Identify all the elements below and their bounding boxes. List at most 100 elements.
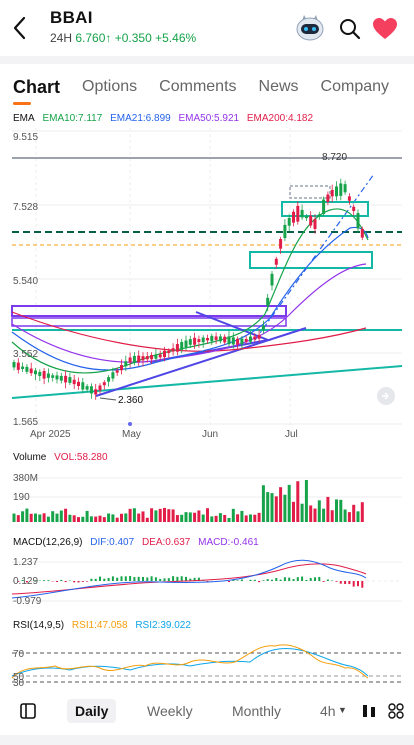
macd-bar [64, 581, 67, 583]
channel-line [254, 173, 375, 341]
macd-bar [326, 579, 329, 581]
macd-chart[interactable]: 1.237 0.129 -0.979 [0, 552, 414, 608]
macd-bar [339, 581, 342, 584]
period-monthly[interactable]: Monthly [232, 703, 282, 719]
macd-bar [47, 580, 50, 581]
macd-bar [275, 578, 278, 581]
macd-bar [258, 581, 261, 583]
tab-company[interactable]: Company [320, 78, 390, 95]
macd-bar [249, 579, 252, 581]
event-dot [128, 422, 132, 426]
heart-icon[interactable] [372, 17, 398, 41]
period-weekly[interactable]: Weekly [147, 703, 193, 719]
volume-legend[interactable]: Volume VOL:58.280 [13, 452, 113, 463]
macd-bar [288, 577, 291, 581]
volume-tick-1: 380M [13, 473, 38, 484]
macd-bar [197, 577, 200, 581]
volume-bar [12, 513, 16, 522]
macd-bar [154, 577, 157, 581]
tab-options[interactable]: Options [82, 78, 138, 95]
ema-legend[interactable]: EMA EMA10:7.117 EMA21:6.899 EMA50:5.921 … [13, 113, 318, 124]
volume-bar [292, 501, 295, 522]
macd-bar [361, 581, 364, 588]
macd-value: MACD:-0.461 [198, 537, 259, 548]
macd-bar [163, 578, 166, 581]
macd-bar [318, 576, 321, 581]
volume-bar [107, 513, 111, 522]
macd-bar [133, 577, 136, 581]
volume-bar [283, 494, 287, 522]
period-daily[interactable]: Daily [67, 699, 117, 723]
macd-bar [129, 576, 132, 581]
period-4h[interactable]: 4h [320, 703, 336, 719]
x-tick-may: May [122, 429, 141, 440]
volume-bar [274, 496, 278, 522]
volume-bar [141, 511, 145, 522]
volume-bar [257, 512, 261, 522]
macd-bar [176, 576, 179, 581]
high-label: 8.720 [322, 152, 347, 163]
macd-bar [172, 576, 175, 581]
rsi-legend[interactable]: RSI(14,9,5) RSI1:47.058 RSI2:39.022 [13, 620, 196, 631]
volume-bar [287, 484, 291, 522]
back-arrow-icon[interactable] [8, 14, 32, 42]
dropdown-caret-icon[interactable]: ▼ [338, 705, 347, 715]
rsi1-line [11, 644, 369, 679]
macd-bar [159, 578, 162, 581]
rsi-tick-1: 70 [13, 649, 25, 660]
macd-bar [180, 576, 183, 581]
volume-bar [343, 509, 347, 522]
volume-bar [111, 514, 115, 522]
macd-bar [283, 577, 286, 581]
volume-bar [72, 515, 76, 522]
price-chart[interactable]: 9.515 7.528 5.540 3.552 1.565 Apr 2025 M… [0, 128, 414, 444]
change-value: +0.350 [114, 31, 152, 45]
robot-assistant-icon[interactable] [292, 13, 328, 43]
grid-icon[interactable] [388, 703, 404, 719]
tab-news[interactable]: News [258, 78, 299, 95]
macd-bar [73, 581, 76, 583]
volume-chart[interactable]: 380M 190 [0, 466, 414, 526]
volume-bar [124, 513, 128, 522]
macd-bar [60, 579, 63, 581]
candlestick-type-icon[interactable] [362, 703, 376, 719]
macd-bar [94, 578, 97, 581]
search-icon[interactable] [338, 17, 362, 41]
low-marker-line [99, 397, 117, 401]
session-label: 24H [50, 31, 73, 45]
macd-bar [296, 577, 299, 581]
volume-bar [38, 514, 42, 522]
y-tick-3: 5.540 [13, 276, 38, 287]
volume-bar [206, 508, 209, 522]
volume-bar [266, 492, 270, 522]
header-separator [0, 56, 414, 64]
volume-bar [339, 499, 343, 522]
macd-bar [322, 581, 325, 582]
volume-bar [163, 507, 166, 522]
ema21-line [11, 226, 369, 371]
macd-dea-line [11, 563, 367, 595]
volume-bar [29, 513, 33, 522]
macd-tick-3: -0.979 [13, 596, 42, 607]
macd-legend[interactable]: MACD(12,26,9) DIF:0.407 DEA:0.637 MACD:-… [13, 537, 264, 548]
scroll-button[interactable] [377, 387, 395, 405]
volume-bar [356, 511, 360, 522]
macd-bar [150, 576, 153, 581]
macd-bar [21, 579, 24, 581]
macd-bar [262, 580, 265, 581]
tab-chart[interactable]: Chart [13, 76, 61, 105]
volume-bar [244, 515, 248, 522]
rsi-chart[interactable]: 70 50 30 [0, 636, 414, 688]
volume-bar [330, 510, 334, 522]
macd-bar [116, 577, 119, 581]
volume-bar [167, 509, 171, 522]
volume-bar [210, 516, 214, 522]
volume-bar [16, 515, 20, 522]
header: BBAI 24H 6.760↑ +0.350 +5.46% [0, 0, 414, 56]
macd-bar [314, 577, 316, 581]
layout-panel-icon[interactable] [20, 703, 36, 719]
ema10-value: EMA10:7.117 [42, 113, 103, 124]
tab-comments[interactable]: Comments [159, 78, 237, 95]
macd-bar [301, 576, 304, 581]
x-tick-apr: Apr 2025 [30, 429, 71, 440]
